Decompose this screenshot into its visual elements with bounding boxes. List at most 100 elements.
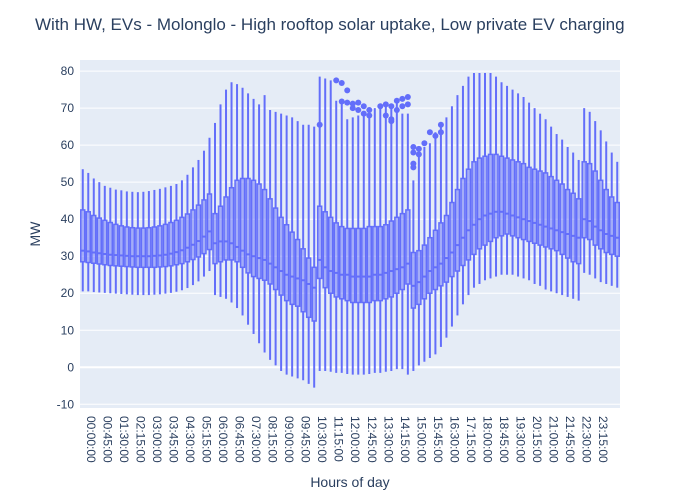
box-body [372,225,378,302]
x-tick-label: 19:30:00 [514,416,528,463]
y-tick-label: 70 [61,101,75,115]
outlier-point [366,106,373,113]
box [575,159,582,301]
box-body [559,183,565,256]
box-body [471,161,477,256]
box-body [421,244,428,300]
box [146,191,152,296]
y-tick-label: 60 [61,138,75,152]
box-body [91,214,97,264]
box [531,108,538,284]
outliers-group [316,77,444,171]
outlier-point [410,149,417,156]
box [537,113,543,286]
y-tick-label: 40 [61,212,75,226]
box-body [339,225,345,300]
box [509,89,516,275]
x-tick-label: 20:15:00 [530,416,544,463]
outlier-point [399,95,406,102]
x-tick-label: 00:45:00 [100,416,114,463]
box-body [416,249,422,306]
x-tick-label: 08:15:00 [266,416,280,463]
box-body [476,157,483,250]
box [548,126,554,292]
x-tick-label: 02:15:00 [133,416,147,463]
box [399,113,406,370]
y-tick-label: 0 [67,360,74,374]
outlier-point [399,103,406,110]
box-body [515,161,521,239]
box [394,100,400,370]
outlier-point [393,97,400,104]
box-body [355,227,361,304]
box [272,111,279,366]
chart-title: With HW, EVs - Molonglo - High rooftop s… [35,15,625,34]
x-tick-label: 22:30:00 [580,416,594,463]
box [168,185,174,293]
box-body [206,193,213,251]
box-body [520,162,527,241]
box-body [283,223,290,302]
box [102,185,108,293]
x-tick-label: 09:00:00 [282,416,296,463]
box-body [449,201,455,278]
outlier-point [404,101,411,108]
outlier-point [344,99,351,106]
box-body [609,196,615,256]
box-body [316,205,323,280]
box [526,102,532,281]
x-tick-label: 17:15:00 [464,416,478,463]
box [245,93,251,325]
x-tick-label: 00:00:00 [84,416,98,463]
outlier-point [338,98,345,105]
box [228,82,235,303]
box-body [151,226,158,269]
box-body [410,251,417,309]
box-body [504,157,510,235]
box-body [157,225,163,268]
x-tick-label: 09:45:00 [299,416,313,463]
box-body [327,216,334,294]
box [361,113,367,375]
x-tick-label: 13:30:00 [381,416,395,463]
outlier-point [355,99,362,106]
box [118,190,125,294]
outlier-point [437,121,444,128]
box [327,80,334,372]
x-tick-label: 15:45:00 [431,416,445,463]
box [487,72,494,279]
outlier-point [410,144,417,150]
box-body [394,216,400,294]
box [261,95,268,353]
box [438,124,444,347]
box [234,84,240,309]
box-body [272,207,279,291]
x-tick-label: 06:00:00 [216,416,230,463]
outlier-point [437,129,444,136]
x-tick-label: 18:45:00 [497,416,511,463]
y-tick-label: 20 [61,286,75,300]
box [217,104,224,297]
box-body [146,226,152,269]
box [96,182,103,293]
box-body [575,198,582,265]
box-body [383,223,389,300]
box-body [614,201,620,257]
box-body [586,162,593,241]
box-body [377,225,384,302]
box-body [454,188,461,272]
box-body [129,226,136,268]
box [559,139,565,296]
box [107,187,114,294]
box [289,117,295,377]
x-tick-label: 01:30:00 [117,416,131,463]
box-body [140,227,147,269]
box-body [531,168,538,245]
box [256,104,262,344]
box-body [168,221,174,267]
box [366,111,373,374]
box [124,191,130,295]
x-tick-label: 05:15:00 [199,416,213,463]
box [570,152,576,299]
box [592,121,598,279]
